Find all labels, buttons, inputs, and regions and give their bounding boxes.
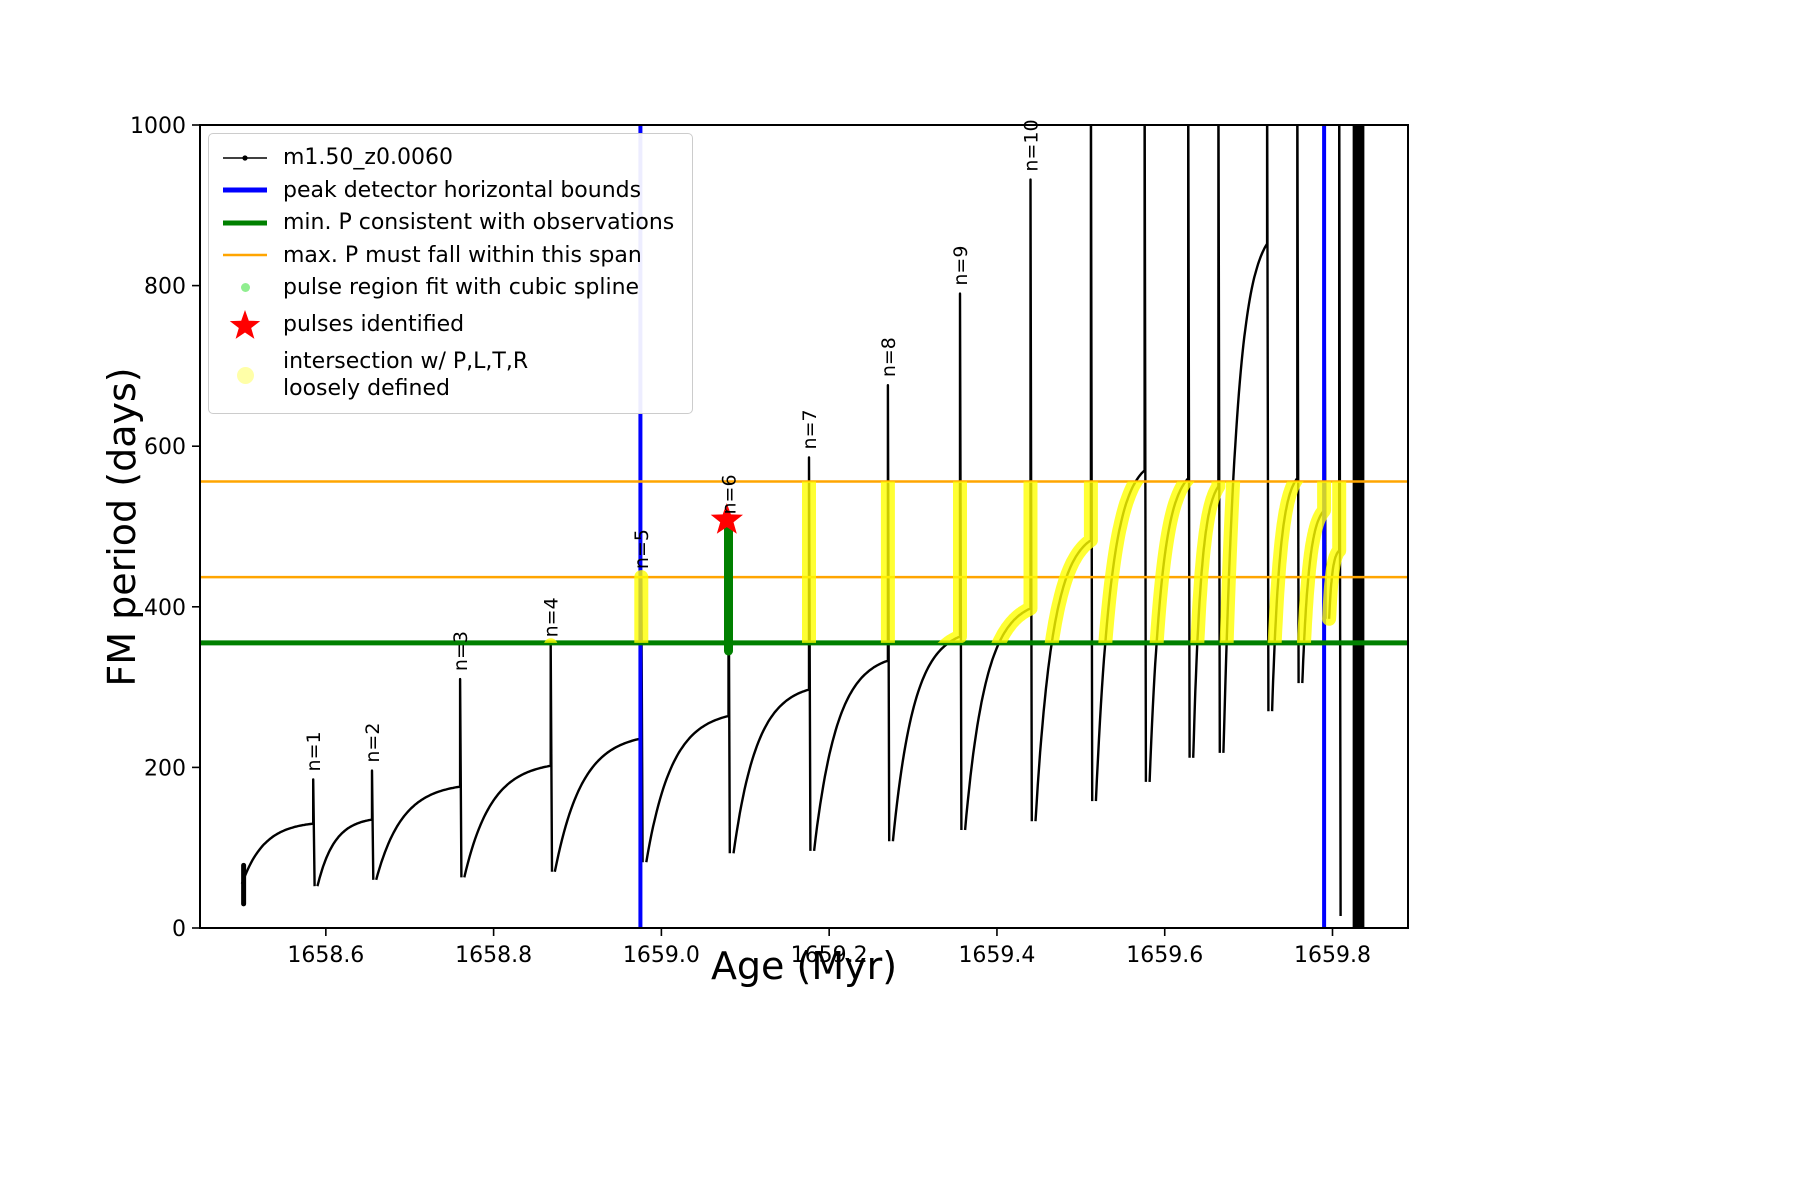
axes-frame — [199, 124, 1409, 929]
intersection-markers — [544, 481, 1347, 643]
legend-dot-icon — [221, 366, 269, 385]
x-tick-label: 1659.2 — [791, 943, 868, 968]
x-tick-label: 1659.4 — [958, 943, 1035, 968]
legend-item-6: pulses identified — [221, 307, 674, 343]
x-tick-label: 1658.8 — [455, 943, 532, 968]
pulse-star-icon — [710, 503, 743, 534]
x-tick-label: 1659.0 — [623, 943, 700, 968]
legend-star-icon — [221, 307, 269, 343]
legend-item-5: pulse region fit with cubic spline — [221, 274, 674, 302]
peak-label: n=4 — [541, 597, 563, 637]
legend-label: min. P consistent with observations — [283, 210, 675, 235]
y-tick-label: 1000 — [130, 114, 186, 139]
legend-item-7: intersection w/ P,L,T,R loosely defined — [221, 348, 674, 403]
peak-label: n=2 — [362, 723, 384, 763]
y-tick-label: 0 — [172, 917, 186, 942]
peak-label: n=5 — [631, 529, 653, 569]
x-axis-label: Age (Myr) — [710, 944, 898, 988]
legend-label: pulse region fit with cubic spline — [283, 275, 640, 300]
legend-label: peak detector horizontal bounds — [283, 177, 642, 203]
legend-item-2: peak detector horizontal bounds — [221, 177, 674, 205]
legend-line-icon — [221, 217, 269, 229]
legend-label: max. P must fall within this span — [283, 242, 642, 268]
legend-item-4: max. P must fall within this span — [221, 242, 674, 270]
dense-band — [1352, 125, 1365, 928]
peak-label: n=3 — [450, 631, 472, 671]
peak-label: n=7 — [799, 409, 821, 449]
y-tick-label: 600 — [144, 435, 186, 460]
legend-item-1: m1.50_z0.0060 — [221, 144, 674, 172]
legend-line-icon — [221, 184, 269, 196]
legend-label: m1.50_z0.0060 — [283, 145, 453, 170]
peak-label: n=10 — [1021, 119, 1043, 171]
x-tick-label: 1659.6 — [1126, 943, 1203, 968]
legend-item-3: min. P consistent with observations — [221, 209, 674, 237]
legend-label: intersection w/ P,L,T,R loosely defined — [283, 348, 529, 402]
legend-line-dot-icon — [221, 152, 269, 164]
peak-label: n=9 — [950, 246, 972, 286]
peak-label: n=6 — [719, 474, 741, 514]
y-tick-label: 800 — [144, 275, 186, 300]
x-tick-label: 1658.6 — [287, 943, 364, 968]
legend-label: pulses identified — [283, 311, 465, 337]
y-tick-label: 400 — [144, 596, 186, 621]
peak-label: n=1 — [303, 731, 325, 771]
y-axis-label: FM period (days) — [100, 367, 144, 687]
legend-line-icon — [221, 249, 269, 261]
y-tick-label: 200 — [144, 756, 186, 781]
peak-label: n=8 — [878, 337, 900, 377]
x-tick-label: 1659.8 — [1294, 943, 1371, 968]
peak-detector-bounds — [638, 125, 1327, 928]
legend-dot-icon — [221, 282, 269, 293]
